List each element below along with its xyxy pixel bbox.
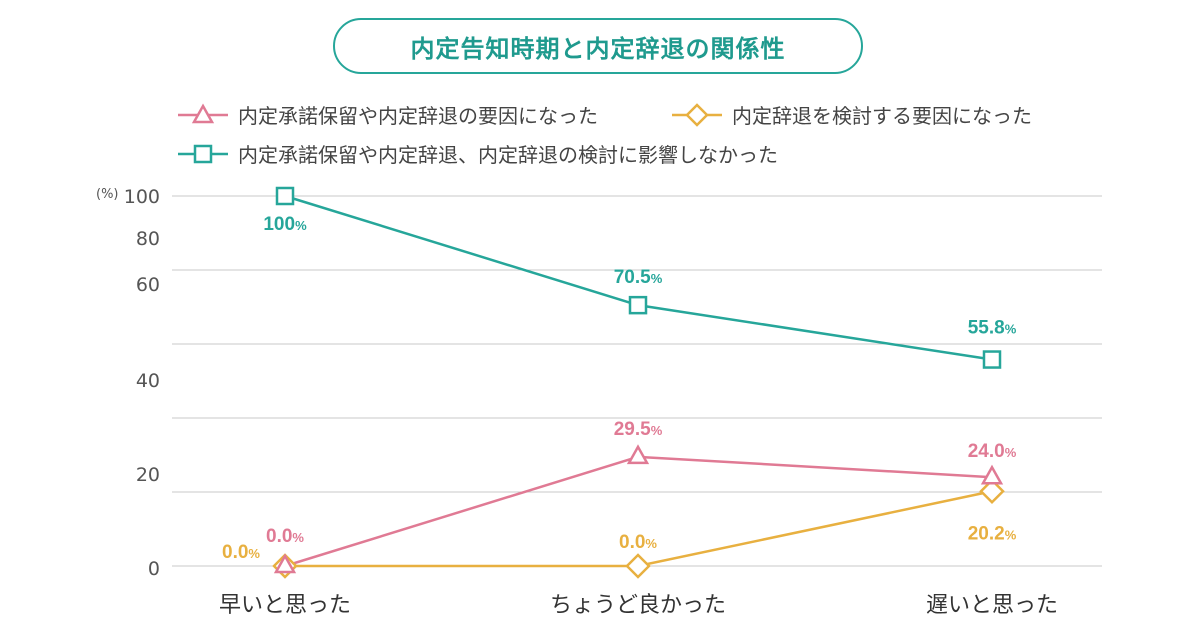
data-label: 0.0% [266, 526, 304, 547]
data-label-unit: % [651, 271, 663, 286]
data-point-diamond [625, 553, 651, 579]
y-tick-label: 60 [136, 274, 160, 296]
data-label: 55.8% [968, 318, 1017, 339]
data-label-value: 0.0 [222, 542, 248, 563]
data-label: 70.5% [614, 267, 663, 288]
y-tick-label: 100 [124, 186, 160, 208]
data-label-value: 29.5 [614, 419, 651, 440]
data-label-value: 24.0 [968, 441, 1005, 462]
data-point-square [628, 295, 648, 315]
x-tick-label: 早いと思った [219, 593, 351, 618]
y-tick-label: 80 [136, 228, 160, 250]
data-label-unit: % [292, 530, 304, 545]
data-point-triangle [980, 464, 1004, 485]
data-label: 20.2% [968, 523, 1017, 544]
legend-item-teal: 内定承諾保留や内定辞退、内定辞退の検討に影響しなかった [178, 139, 778, 168]
data-point-triangle [273, 553, 297, 574]
data-label: 0.0% [222, 542, 260, 563]
legend-label: 内定辞退を検討する要因になった [732, 104, 1032, 128]
data-label-unit: % [1005, 445, 1017, 460]
y-unit-label: (%) [96, 187, 119, 202]
data-label: 24.0% [968, 441, 1017, 462]
data-label: 29.5% [614, 419, 663, 440]
data-label-value: 20.2 [968, 523, 1005, 544]
data-point-square [275, 186, 295, 206]
data-label-unit: % [1005, 322, 1017, 337]
data-label-value: 0.0 [266, 526, 292, 547]
legend-label: 内定承諾保留や内定辞退、内定辞退の検討に影響しなかった [238, 143, 778, 167]
triangle-marker-icon [178, 102, 228, 123]
y-tick-label: 20 [136, 464, 160, 486]
diamond-marker-icon [672, 102, 722, 127]
data-label-value: 100 [263, 214, 295, 235]
square-marker-icon [178, 144, 228, 163]
data-point-diamond [979, 478, 1005, 505]
y-tick-label: 40 [136, 370, 160, 392]
data-label-unit: % [651, 423, 663, 438]
data-point-square [982, 350, 1002, 369]
data-point-triangle [626, 444, 650, 465]
data-label-unit: % [248, 546, 260, 561]
legend-label: 内定承諾保留や内定辞退の要因になった [238, 104, 598, 128]
data-label-value: 55.8 [968, 318, 1005, 339]
x-tick-label: 遅いと思った [926, 593, 1058, 618]
y-tick-label: 0 [148, 558, 160, 580]
x-tick-label: ちょうど良かった [550, 593, 726, 618]
data-label: 0.0% [619, 532, 657, 553]
data-label: 100% [263, 214, 307, 235]
data-label-unit: % [295, 218, 307, 233]
legend-item-pink: 内定承諾保留や内定辞退の要因になった [178, 100, 598, 129]
chart-title: 内定告知時期と内定辞退の関係性 [333, 18, 863, 74]
legend-item-gold: 内定辞退を検討する要因になった [672, 100, 1032, 129]
data-label-unit: % [1005, 527, 1017, 542]
data-label-unit: % [645, 536, 657, 551]
data-label-value: 0.0 [619, 532, 645, 553]
data-label-value: 70.5 [614, 267, 651, 288]
